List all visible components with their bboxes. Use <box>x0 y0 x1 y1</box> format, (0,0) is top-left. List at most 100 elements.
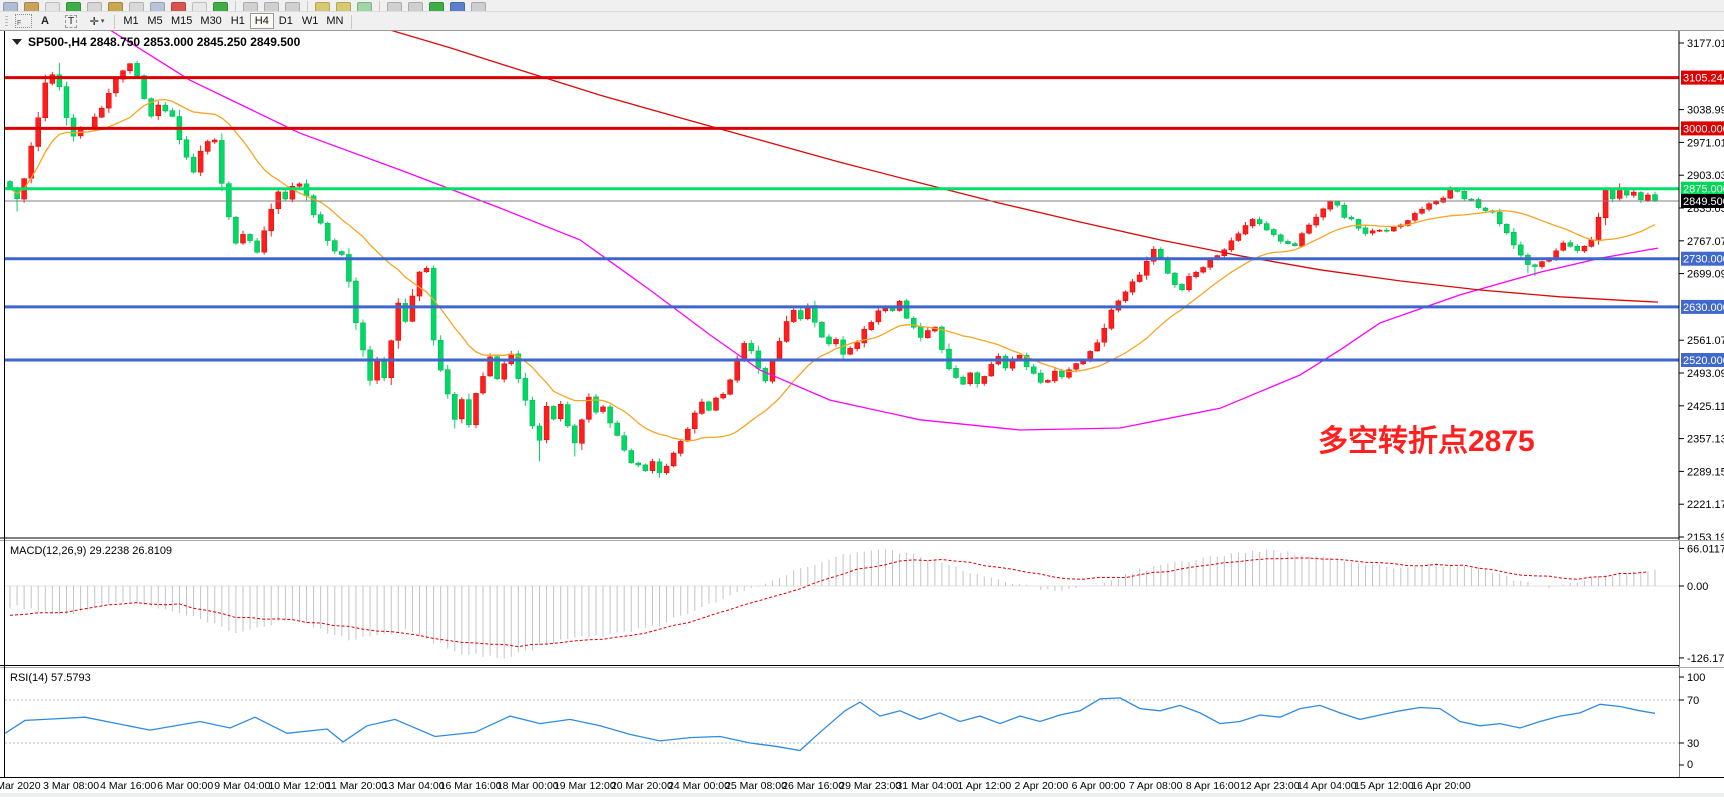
tile-icon[interactable] <box>357 2 372 11</box>
toolbar-grip[interactable] <box>5 15 8 28</box>
status-strip <box>0 793 1724 797</box>
draw-tool[interactable]: ✛ ▾ <box>89 15 105 28</box>
svg-text:9 Mar 04:00: 9 Mar 04:00 <box>214 780 270 792</box>
timeframe-button-w1[interactable]: W1 <box>298 13 323 29</box>
timeframe-button-h1[interactable]: H1 <box>226 13 250 29</box>
chart-title: SP500-,H4 2848.750 2853.000 2845.250 284… <box>28 35 301 49</box>
rsi-axis: 100 70 30 0 <box>1679 672 1705 771</box>
svg-text:2767.070: 2767.070 <box>1687 236 1724 248</box>
toolbar-separator <box>235 1 236 11</box>
timeframe-button-m30[interactable]: M30 <box>196 13 225 29</box>
add-icon[interactable] <box>66 2 81 11</box>
svg-text:20 Mar 20:00: 20 Mar 20:00 <box>611 780 673 792</box>
svg-text:2699.090: 2699.090 <box>1687 269 1724 281</box>
tile2-icon[interactable] <box>387 2 402 11</box>
svg-text:2971.010: 2971.010 <box>1687 137 1724 149</box>
timeframe-button-m1[interactable]: M1 <box>119 13 143 29</box>
svg-text:-126.173: -126.173 <box>1687 653 1724 665</box>
rsi-label: RSI(14) 57.5793 <box>10 672 91 684</box>
svg-text:2561.070: 2561.070 <box>1687 335 1724 347</box>
ma-fast-orange <box>9 98 1656 442</box>
svg-text:14 Apr 04:00: 14 Apr 04:00 <box>1297 780 1357 792</box>
line-view-icon[interactable] <box>285 2 300 11</box>
svg-text:1 Apr 12:00: 1 Apr 12:00 <box>958 780 1012 792</box>
terminal-icon[interactable] <box>150 2 165 11</box>
svg-text:2289.150: 2289.150 <box>1687 466 1724 478</box>
svg-text:3105.244: 3105.244 <box>1683 73 1724 85</box>
rsi-line <box>4 697 1656 752</box>
points-grid-tool[interactable]: F <box>15 14 32 28</box>
data-window-icon[interactable] <box>108 2 123 11</box>
autotrading-icon[interactable] <box>213 2 228 11</box>
macd-signal-line <box>9 557 1648 648</box>
macd-label: MACD(12,26,9) 29.2238 26.8109 <box>10 545 172 557</box>
timeframe-button-m5[interactable]: M5 <box>143 13 167 29</box>
svg-text:2875.000: 2875.000 <box>1683 184 1724 196</box>
chart-collapse-icon[interactable] <box>12 39 22 45</box>
svg-text:16 Mar 16:00: 16 Mar 16:00 <box>440 780 502 792</box>
svg-text:31 Mar 04:00: 31 Mar 04:00 <box>896 780 958 792</box>
timeframe-button-h4[interactable]: H4 <box>249 13 274 29</box>
price-chart-plot[interactable] <box>5 30 1679 538</box>
new-order-icon[interactable] <box>171 2 186 11</box>
annotation-text[interactable]: 多空转折点2875 <box>1318 425 1535 458</box>
add-indicator-icon[interactable] <box>429 2 444 11</box>
market-watch-icon[interactable] <box>87 2 102 11</box>
rsi-panel[interactable] <box>5 668 1679 777</box>
timeframe-button-m15[interactable]: M15 <box>167 13 196 29</box>
svg-text:2849.500: 2849.500 <box>1683 196 1724 208</box>
tile3-icon[interactable] <box>408 2 423 11</box>
toolbar-separator <box>307 1 308 11</box>
navigator-icon[interactable] <box>129 2 144 11</box>
metaeditor-icon[interactable] <box>192 2 207 11</box>
svg-text:66.0117: 66.0117 <box>1687 543 1724 555</box>
svg-text:3000.000: 3000.000 <box>1683 123 1724 135</box>
chart-tools-group: F A T ✛ ▾ <box>11 12 110 30</box>
svg-text:2221.170: 2221.170 <box>1687 499 1724 511</box>
chart-window[interactable]: SP500-,H4 2848.750 2853.000 2845.250 284… <box>0 29 1724 797</box>
ma-slow-red <box>389 29 1659 303</box>
macd-histogram <box>9 549 1656 659</box>
new-chart-icon[interactable] <box>3 2 18 11</box>
svg-text:30: 30 <box>1687 738 1699 750</box>
svg-text:0.00: 0.00 <box>1687 581 1708 593</box>
toolbar-main: F A T ✛ ▾ M1 M5 M15 M30 H1 H4 D1 W1 MN <box>0 12 1724 31</box>
zoomout-icon[interactable] <box>336 2 351 11</box>
svg-text:16 Apr 20:00: 16 Apr 20:00 <box>1411 780 1471 792</box>
macd-panel[interactable] <box>5 541 1679 665</box>
svg-text:6 Apr 00:00: 6 Apr 00:00 <box>1072 780 1126 792</box>
horizontal-level-lines[interactable] <box>5 76 1679 362</box>
svg-text:2493.090: 2493.090 <box>1687 368 1724 380</box>
zoom-in-icon[interactable] <box>45 2 60 11</box>
profiles-icon[interactable] <box>24 2 39 11</box>
svg-text:7 Apr 08:00: 7 Apr 08:00 <box>1129 780 1183 792</box>
svg-text:18 Mar 00:00: 18 Mar 00:00 <box>497 780 559 792</box>
template-icon[interactable] <box>450 2 465 11</box>
ma-mid-magenta <box>109 29 1659 431</box>
svg-text:13 Mar 04:00: 13 Mar 04:00 <box>383 780 445 792</box>
svg-text:0: 0 <box>1687 759 1693 771</box>
timeframe-group: M1 M5 M15 M30 H1 H4 D1 W1 MN <box>119 13 347 29</box>
toolbar-separator <box>379 1 380 11</box>
timeframe-button-d1[interactable]: D1 <box>274 13 298 29</box>
refresh-icon[interactable] <box>471 2 486 11</box>
svg-text:12 Apr 23:00: 12 Apr 23:00 <box>1240 780 1300 792</box>
macd-axis: 66.0117 0.00 -126.173 <box>1679 543 1724 665</box>
cursor-tool[interactable]: A <box>41 15 49 27</box>
timeframe-button-mn[interactable]: MN <box>322 13 347 29</box>
svg-text:3177.010: 3177.010 <box>1687 38 1724 50</box>
text-tool[interactable]: T <box>59 12 83 30</box>
svg-text:2520.000: 2520.000 <box>1683 355 1724 367</box>
svg-text:4 Mar 16:00: 4 Mar 16:00 <box>100 780 156 792</box>
bars-view-icon[interactable] <box>243 2 258 11</box>
candles-view-icon[interactable] <box>264 2 279 11</box>
svg-text:25 Mar 08:00: 25 Mar 08:00 <box>725 780 787 792</box>
svg-text:10 Mar 12:00: 10 Mar 12:00 <box>268 780 330 792</box>
svg-text:2357.130: 2357.130 <box>1687 434 1724 446</box>
svg-text:70: 70 <box>1687 695 1699 707</box>
svg-text:8 Apr 16:00: 8 Apr 16:00 <box>1186 780 1240 792</box>
zoomin-icon[interactable] <box>315 2 330 11</box>
chevron-down-icon: ▾ <box>100 18 105 25</box>
svg-text:2730.000: 2730.000 <box>1683 254 1724 266</box>
